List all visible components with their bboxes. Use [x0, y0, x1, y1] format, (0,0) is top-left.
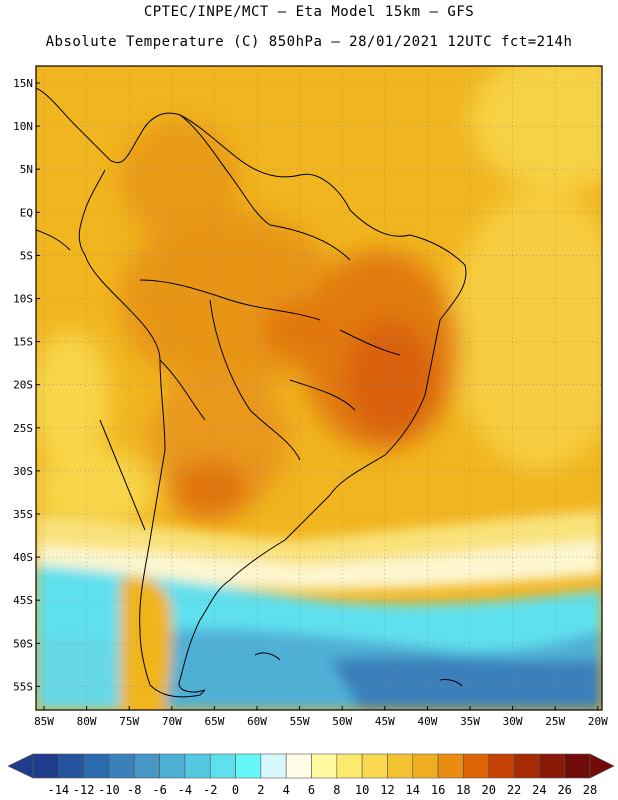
colorbar-label: 24 [532, 783, 546, 797]
colorbar-swatch [108, 753, 135, 779]
colorbar-min-arrow [7, 753, 34, 779]
colorbar-label: 18 [456, 783, 470, 797]
colorbar-swatch [83, 753, 110, 779]
colorbar-label: 28 [583, 783, 597, 797]
map-title-line1: CPTEC/INPE/MCT – Eta Model 15km – GFS [143, 4, 475, 20]
colorbar-swatch [159, 753, 186, 779]
lon-label: 55W [290, 715, 310, 728]
colorbar-swatch [539, 753, 565, 779]
colorbar-label: -6 [152, 783, 166, 797]
lat-lon-grid [36, 66, 602, 710]
lat-label: 55S [13, 680, 33, 693]
colorbar-swatch [58, 753, 84, 779]
lat-label: 10N [13, 120, 33, 133]
latitude-labels: 15N 10N 5N EQ 5S 10S 15S 20S 25S 30S 35S 40S 45S 50S 5… [13, 77, 40, 693]
colorbar-swatch [209, 753, 236, 779]
lat-label: 15N [13, 77, 33, 90]
lat-label: 35S [13, 508, 33, 521]
lon-label: 85W [34, 715, 54, 728]
lat-label: 25S [13, 422, 33, 435]
colorbar-swatch [361, 753, 388, 779]
lon-label: 60W [247, 715, 267, 728]
colorbar-label: 10 [355, 783, 369, 797]
colorbar-label: 2 [257, 783, 264, 797]
map-title-line2: Absolute Temperature (C) 850hPa – 28/01/… [45, 34, 573, 50]
colorbar-max-arrow [589, 753, 615, 779]
lat-label: 40S [13, 551, 33, 564]
colorbar-label: 26 [557, 783, 571, 797]
colorbar-label: 12 [380, 783, 394, 797]
colorbar-swatch [311, 753, 338, 779]
temperature-field [36, 66, 602, 710]
colorbar-swatch [260, 753, 287, 779]
colorbar-swatch [133, 753, 160, 779]
colorbar-label: -4 [178, 783, 192, 797]
lon-label: 80W [77, 715, 97, 728]
colorbar-swatch [488, 753, 515, 779]
lon-label: 70W [162, 715, 182, 728]
longitude-labels: 85W 80W 75W 70W 65W 60W 55W 50W 45W 40W 35W 30W 25W 2… [34, 706, 608, 728]
lat-label: 15S [13, 336, 33, 349]
lat-label: 10S [13, 293, 33, 306]
colorbar-label: 20 [482, 783, 496, 797]
colorbar: -14 -12 -10 -8 -6 -4 -2 0 2 4 6 8 10 12 14 16 18 20 22 24 26… [7, 753, 615, 797]
colorbar-swatch [437, 753, 464, 779]
coastlines [36, 87, 467, 698]
lon-label: 20W [588, 715, 608, 728]
lon-label: 30W [503, 715, 523, 728]
colorbar-label: 6 [308, 783, 315, 797]
colorbar-label: -12 [73, 783, 95, 797]
lon-label: 45W [375, 715, 395, 728]
colorbar-label: -8 [127, 783, 141, 797]
colorbar-label: 4 [283, 783, 290, 797]
colorbar-swatch [336, 753, 363, 779]
lat-label: 5S [20, 249, 33, 262]
lon-label: 65W [204, 715, 224, 728]
lon-label: 25W [545, 715, 565, 728]
colorbar-swatch [32, 753, 59, 779]
lat-label: EQ [20, 206, 33, 219]
colorbar-swatch [463, 753, 490, 779]
lat-label: 5N [20, 163, 33, 176]
colorbar-swatch [564, 753, 591, 779]
colorbar-swatch [235, 753, 262, 779]
lat-label: 20S [13, 379, 33, 392]
colorbar-label: 0 [232, 783, 239, 797]
lon-label: 40W [417, 715, 437, 728]
lon-label: 75W [119, 715, 139, 728]
colorbar-label: -2 [203, 783, 217, 797]
colorbar-label: 16 [431, 783, 445, 797]
colorbar-swatch [184, 753, 211, 779]
lon-label: 35W [460, 715, 480, 728]
colorbar-swatch [285, 753, 312, 779]
lat-label: 45S [13, 594, 33, 607]
colorbar-label: 22 [507, 783, 521, 797]
colorbar-swatch [412, 753, 439, 779]
lat-label: 30S [13, 465, 33, 478]
colorbar-label: 8 [333, 783, 340, 797]
colorbar-label: -10 [98, 783, 120, 797]
colorbar-swatch [513, 753, 540, 779]
lon-label: 50W [332, 715, 352, 728]
colorbar-label: -14 [47, 783, 69, 797]
plot-frame [35, 65, 603, 711]
colorbar-label: 14 [406, 783, 420, 797]
colorbar-swatch [387, 753, 414, 779]
lat-label: 50S [13, 637, 33, 650]
